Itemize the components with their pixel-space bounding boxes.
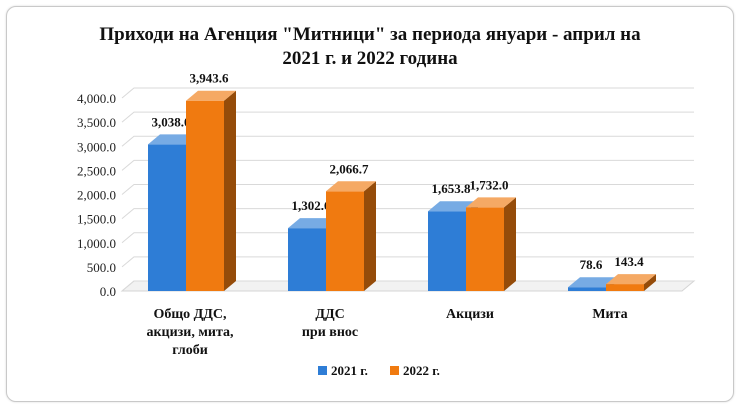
y-tick-label: 500.0	[87, 260, 116, 275]
bar-top	[428, 201, 478, 212]
bar	[288, 228, 326, 291]
data-label: 1,653.8	[432, 181, 472, 196]
gridline	[121, 135, 694, 147]
bar-top	[606, 274, 656, 285]
data-label: 2,066.7	[330, 161, 370, 176]
y-tick-label: 0.0	[100, 284, 116, 299]
x-tick-label: Акцизи	[446, 307, 494, 322]
bar	[466, 207, 504, 291]
bar-top	[466, 197, 516, 208]
x-tick-label: при внос	[302, 325, 358, 340]
y-tick-label: 3,500.0	[77, 115, 116, 130]
gridline	[121, 87, 694, 99]
data-label: 1,302.6	[292, 198, 332, 213]
y-tick-label: 2,500.0	[77, 163, 116, 178]
x-tick-label: ДДС	[315, 307, 344, 322]
bar	[326, 191, 364, 291]
gridline	[121, 184, 694, 195]
y-tick-label: 3,000.0	[77, 139, 116, 154]
x-tick-label: Мита	[592, 307, 627, 322]
x-tick-label: глоби	[172, 343, 208, 358]
bar	[568, 287, 606, 291]
bar	[428, 211, 466, 291]
bar-side	[224, 90, 236, 291]
y-tick-label: 1,000.0	[77, 236, 116, 251]
chart-title-line-2: 2021 г. и 2022 година	[282, 48, 458, 69]
data-label: 3,943.6	[190, 71, 230, 86]
bar-top	[568, 277, 618, 288]
data-label: 78.6	[580, 257, 603, 272]
bar-side	[644, 274, 656, 291]
data-label: 143.4	[614, 254, 644, 269]
legend-label: 2022 г.	[403, 363, 440, 378]
bar-top	[326, 181, 376, 192]
chart-title-line-1: Приходи на Агенция "Митници" за периода …	[99, 24, 641, 45]
bar	[186, 100, 224, 291]
x-tick-label: акцизи, мита,	[146, 325, 233, 340]
data-label: 1,732.0	[470, 177, 509, 192]
bar-top	[288, 218, 338, 229]
bar-top	[148, 134, 198, 145]
x-tick-label: Общо ДДС,	[153, 307, 226, 322]
data-label: 3,038.0	[152, 114, 191, 129]
bar-side	[364, 181, 376, 291]
y-tick-label: 2,000.0	[77, 188, 116, 203]
y-tick-label: 1,500.0	[77, 212, 116, 227]
legend-swatch	[318, 366, 327, 375]
gridline	[121, 159, 694, 171]
bar	[148, 144, 186, 291]
bar-top	[186, 90, 236, 101]
bar-side	[504, 197, 516, 291]
y-tick-label: 4,000.0	[77, 91, 116, 106]
gridline	[121, 111, 694, 123]
legend-swatch	[390, 366, 399, 375]
bar	[606, 284, 644, 291]
legend-label: 2021 г.	[331, 363, 368, 378]
